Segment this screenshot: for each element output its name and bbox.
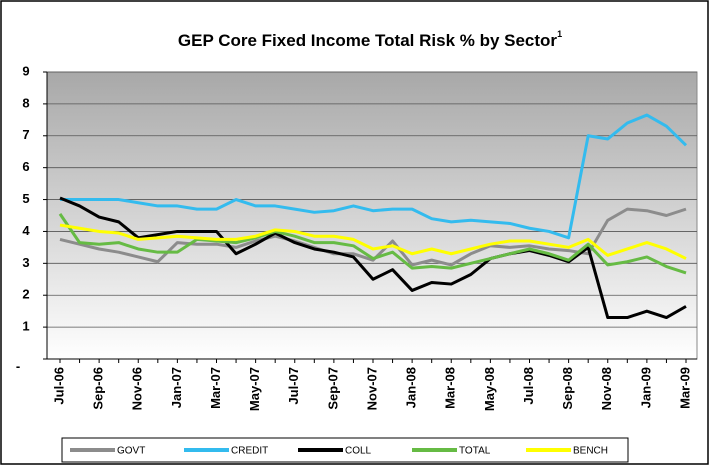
line-series	[58, 213, 687, 275]
x-tick-label: Sep-06	[91, 367, 106, 410]
x-tick-label: Sep-08	[560, 367, 575, 410]
y-tick-label: 6	[22, 159, 29, 174]
x-tick-label: Mar-07	[208, 367, 223, 409]
title-superscript: 1	[557, 29, 562, 39]
y-tick-label: 1	[22, 319, 29, 334]
x-tick-label: Nov-06	[130, 367, 145, 410]
x-tick-label: Jul-08	[521, 367, 536, 405]
y-tick-label: 8	[22, 95, 29, 110]
line-series	[59, 223, 687, 260]
x-tick-label: Jan-08	[404, 367, 419, 408]
x-tick-label: Nov-07	[364, 367, 379, 410]
x-tick-label: Sep-07	[325, 367, 340, 410]
y-tick-label: 9	[22, 63, 29, 78]
line-series	[60, 113, 688, 240]
title-text: GEP Core Fixed Income Total Risk % by Se…	[178, 31, 558, 50]
line-series	[59, 196, 687, 320]
x-tick-label: Mar-08	[443, 367, 458, 409]
x-tick-label: May-08	[482, 367, 497, 411]
y-tick-label: 5	[22, 191, 29, 206]
legend-label: COLL	[345, 446, 372, 457]
y-tick-label: 7	[22, 127, 29, 142]
legend-label: TOTAL	[459, 446, 491, 457]
x-tick-label: May-07	[247, 367, 262, 411]
y-tick-label: 3	[22, 255, 29, 270]
y-tick-label: 2	[22, 287, 29, 302]
x-tick-label: Jul-06	[51, 367, 66, 405]
chart-title: GEP Core Fixed Income Total Risk % by Se…	[178, 29, 562, 50]
x-tick-label: Mar-09	[677, 367, 692, 409]
legend-label: GOVT	[117, 446, 145, 457]
x-tick-label: Jan-07	[169, 367, 184, 408]
x-tick-label: Nov-08	[599, 367, 614, 410]
x-tick-label: Jul-07	[286, 367, 301, 405]
plot-area	[46, 71, 698, 360]
legend-label: CREDIT	[231, 446, 268, 457]
y-tick-label: 4	[22, 223, 30, 238]
x-tick-label: Jan-09	[638, 367, 653, 408]
legend-label: BENCH	[573, 446, 608, 457]
y-tick-label: -	[16, 358, 20, 373]
